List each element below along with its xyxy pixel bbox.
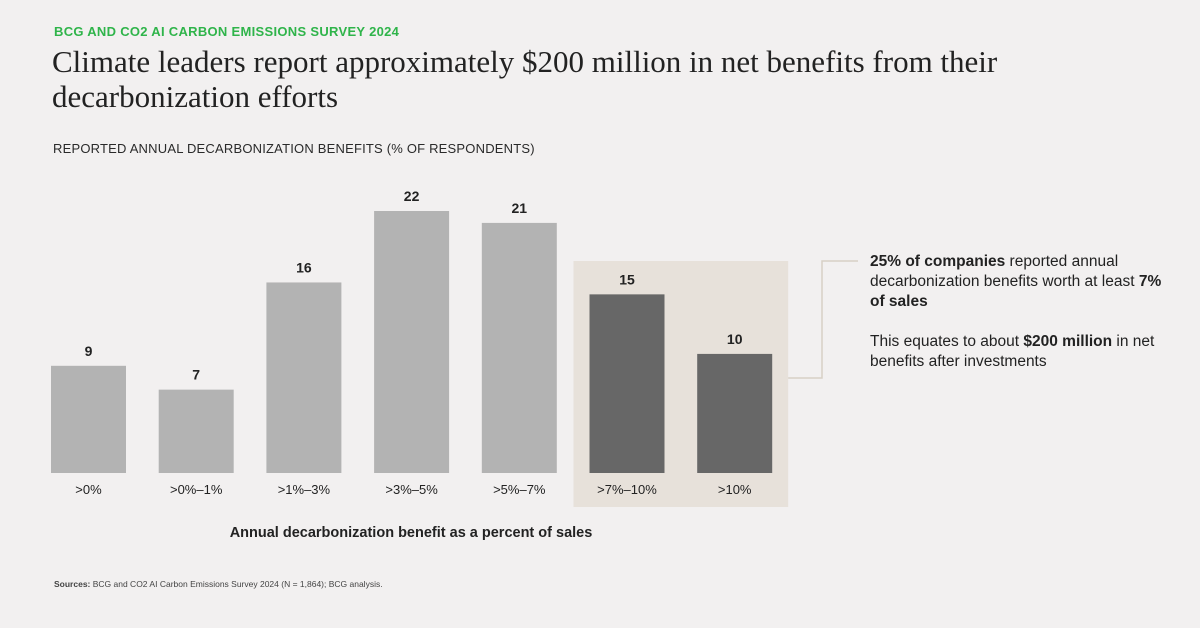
bar-4 — [481, 222, 557, 473]
bar-6 — [697, 353, 773, 473]
bar-value-label-4: 21 — [512, 200, 528, 216]
category-label-3: >3%–5% — [385, 482, 438, 497]
bar-value-label-3: 22 — [404, 188, 420, 204]
callout-annotation: 25% of companies reported annual decarbo… — [870, 252, 1170, 392]
annotation-connector — [788, 260, 858, 379]
bar-value-label-0: 9 — [85, 343, 93, 359]
page-title: Climate leaders report approximately $20… — [52, 44, 998, 114]
bar-5 — [589, 294, 665, 473]
bar-2 — [266, 282, 342, 473]
bar-3 — [374, 211, 450, 473]
category-label-1: >0%–1% — [170, 482, 223, 497]
category-label-6: >10% — [718, 482, 752, 497]
callout-line-1: 25% of companies reported annual decarbo… — [870, 253, 1162, 310]
category-label-2: >1%–3% — [278, 482, 331, 497]
bar-value-label-1: 7 — [192, 367, 200, 383]
bar-value-label-2: 16 — [296, 259, 312, 275]
bar-1 — [158, 389, 234, 473]
survey-eyebrow: BCG AND CO2 AI CARBON EMISSIONS SURVEY 2… — [54, 24, 400, 39]
bar-0 — [51, 365, 126, 473]
category-label-0: >0% — [75, 482, 102, 497]
x-axis-label: Annual decarbonization benefit as a perc… — [230, 525, 593, 541]
chart-title: REPORTED ANNUAL DECARBONIZATION BENEFITS… — [53, 141, 535, 156]
category-label-4: >5%–7% — [493, 482, 546, 497]
source-note: Sources: BCG and CO2 AI Carbon Emissions… — [54, 579, 383, 589]
category-label-5: >7%–10% — [597, 482, 657, 497]
bar-value-label-6: 10 — [727, 331, 743, 347]
callout-line-2: This equates to about $200 million in ne… — [870, 333, 1155, 370]
bar-value-label-5: 15 — [619, 271, 635, 287]
